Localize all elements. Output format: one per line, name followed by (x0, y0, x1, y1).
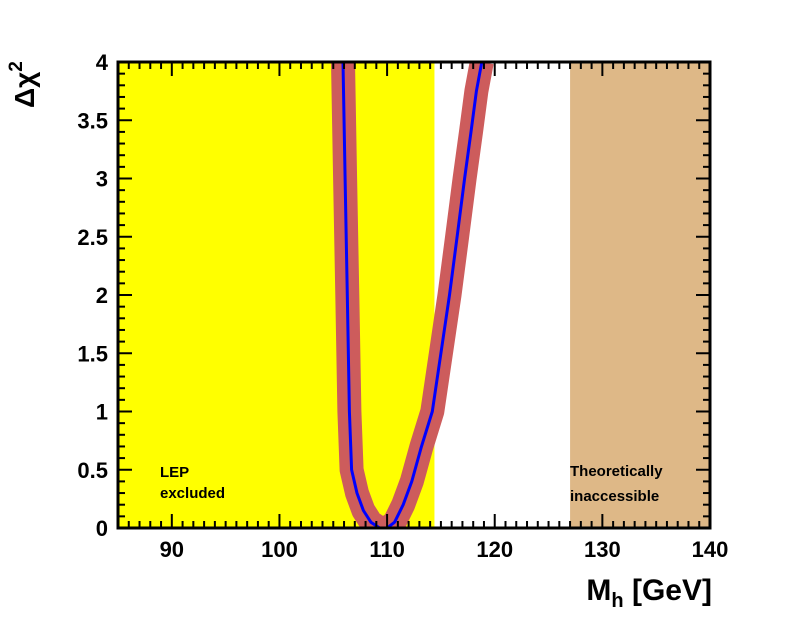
y-tick-label: 2 (96, 283, 108, 308)
y-axis-title: Δχ2 (6, 61, 40, 108)
y-tick-label: 1 (96, 400, 108, 425)
y-tick-label: 3.5 (77, 108, 108, 133)
plot-frame (116, 60, 712, 530)
y-tick-label: 3 (96, 167, 108, 192)
x-axis-title: Mh [GeV] (586, 574, 712, 612)
x-tick-label: 120 (476, 537, 513, 562)
x-tick-label: 100 (261, 537, 298, 562)
x-axis-title-unit: [GeV] (624, 574, 712, 607)
region-label-theory-line1: Theoretically (570, 463, 663, 480)
tick-labels: 90 100 110 120 130 140 0 0.5 1 1.5 2 2.5 3 3.5 4 (77, 50, 728, 562)
x-axis-title-sub: h (611, 590, 623, 612)
y-tick-label: 0.5 (77, 458, 108, 483)
region-label-lep-line2: excluded (160, 485, 225, 502)
y-tick-label: 4 (96, 50, 109, 75)
y-axis-title-symbol: Δχ (9, 72, 40, 108)
y-tick-label: 0 (96, 516, 108, 541)
shaded-regions (118, 62, 710, 528)
delta-chi2-central-line (341, 62, 484, 528)
x-tick-label: 110 (369, 537, 405, 562)
y-tick-label: 2.5 (77, 225, 108, 250)
region-label-lep-line1: LEP (160, 464, 189, 481)
y-tick-label: 1.5 (77, 341, 108, 366)
lep-excluded-region (118, 62, 435, 528)
x-tick-label: 90 (160, 537, 184, 562)
y-axis-title-sup: 2 (6, 61, 27, 72)
x-axis-title-main: M (586, 574, 611, 607)
x-tick-label: 130 (584, 537, 621, 562)
curve-layer (331, 62, 494, 528)
region-label-theory-line2: inaccessible (570, 488, 659, 505)
theoretically-inaccessible-region (570, 62, 710, 528)
x-tick-label: 140 (692, 537, 729, 562)
